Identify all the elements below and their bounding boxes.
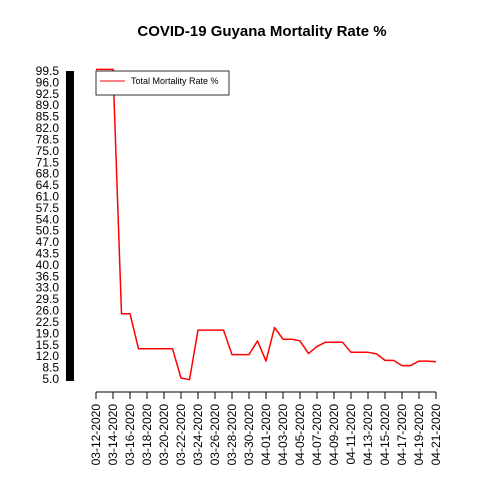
x-tick-label: 04-15-2020: [378, 404, 392, 466]
x-tick-label: 03-12-2020: [89, 404, 103, 466]
legend-label: Total Mortality Rate %: [131, 76, 219, 86]
y-tick-label: 75.0: [36, 144, 60, 158]
x-tick-label: 03-14-2020: [106, 404, 120, 466]
y-tick-label: 5.0: [42, 372, 59, 386]
y-tick-label: 96.0: [36, 75, 60, 89]
y-tick-label: 26.0: [36, 304, 60, 318]
y-tick-label: 40.0: [36, 258, 60, 272]
y-axis-ticks: 5.08.512.015.519.022.526.029.533.036.540…: [36, 64, 60, 386]
y-tick-label: 78.5: [36, 132, 60, 146]
chart-title: COVID-19 Guyana Mortality Rate %: [137, 23, 386, 40]
y-tick-label: 50.5: [36, 224, 60, 238]
y-tick-label: 54.0: [36, 212, 60, 226]
legend-box: [95, 70, 230, 96]
x-tick-label: 04-03-2020: [276, 404, 290, 466]
y-tick-label: 19.0: [36, 326, 60, 340]
x-tick-label: 03-22-2020: [174, 404, 188, 466]
series-line-total-mortality-rate: [96, 68, 437, 381]
x-tick-label: 04-01-2020: [259, 404, 273, 466]
y-tick-label: 29.5: [36, 292, 60, 306]
x-axis-ticks: 03-12-2020 03-14-2020 03-16-2020 03-18-2020…: [89, 391, 443, 466]
y-tick-label: 8.5: [42, 361, 59, 375]
y-tick-label: 99.5: [36, 64, 60, 78]
y-tick-label: 61.0: [36, 189, 60, 203]
y-tick-label: 15.5: [36, 338, 60, 352]
y-tick-label: 22.5: [36, 315, 60, 329]
y-tick-label: 64.5: [36, 178, 60, 192]
y-tick-label: 82.0: [36, 121, 60, 135]
y-tick-label: 36.5: [36, 269, 60, 283]
x-tick-label: 03-28-2020: [225, 404, 239, 466]
y-tick-label: 57.5: [36, 201, 60, 215]
legend: Total Mortality Rate %: [95, 70, 230, 96]
x-tick-label: 04-09-2020: [327, 404, 341, 466]
y-tick-label: 47.0: [36, 235, 60, 249]
x-tick-label: 04-21-2020: [429, 404, 443, 466]
y-tick-label: 12.0: [36, 349, 60, 363]
x-tick-label: 03-16-2020: [123, 404, 137, 466]
x-tick-label: 04-07-2020: [310, 404, 324, 466]
x-tick-label: 03-26-2020: [208, 404, 222, 466]
y-axis-bar: [66, 71, 74, 381]
x-tick-label: 04-19-2020: [412, 404, 426, 466]
y-tick-label: 68.0: [36, 167, 60, 181]
x-tick-label: 03-18-2020: [140, 404, 154, 466]
x-tick-label: 03-24-2020: [191, 404, 205, 466]
y-tick-label: 71.5: [36, 155, 60, 169]
y-tick-label: 89.0: [36, 98, 60, 112]
plot-area: [95, 68, 437, 381]
y-tick-label: 43.5: [36, 247, 60, 261]
x-tick-label: 03-30-2020: [242, 404, 256, 466]
y-tick-label: 92.5: [36, 87, 60, 101]
y-tick-label: 33.0: [36, 281, 60, 295]
x-tick-label: 04-05-2020: [293, 404, 307, 466]
x-tick-label: 04-17-2020: [395, 404, 409, 466]
x-tick-label: 03-20-2020: [157, 404, 171, 466]
x-tick-label: 04-11-2020: [344, 404, 358, 465]
x-tick-label: 04-13-2020: [361, 404, 375, 466]
y-tick-label: 85.5: [36, 110, 60, 124]
